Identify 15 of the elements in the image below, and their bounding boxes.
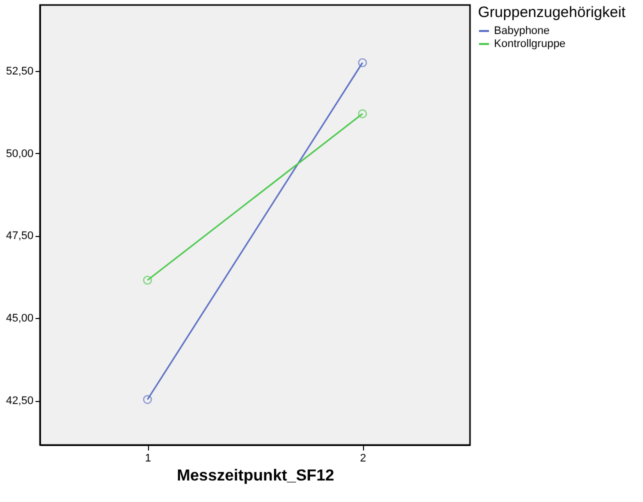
x-tick-label: 2 bbox=[360, 452, 366, 464]
point bbox=[143, 395, 152, 404]
y-tick-label: 42,50 bbox=[6, 395, 34, 408]
y-tick-label: 45,00 bbox=[6, 312, 34, 325]
legend-title: Gruppenzugehörigkeit bbox=[478, 4, 626, 21]
legend-label: Babyphone bbox=[494, 25, 550, 37]
point bbox=[143, 276, 152, 285]
x-axis-title: Messzeitpunkt_SF12 bbox=[176, 468, 334, 484]
point bbox=[358, 109, 367, 118]
y-tick-label: 50,00 bbox=[6, 148, 34, 160]
y-tick-label: 47,50 bbox=[6, 230, 34, 242]
x-tick-label: 1 bbox=[144, 452, 152, 464]
point bbox=[358, 58, 367, 68]
legend-label: Kontrollgruppe bbox=[494, 38, 566, 50]
y-tick-label: 52,50 bbox=[6, 65, 34, 78]
